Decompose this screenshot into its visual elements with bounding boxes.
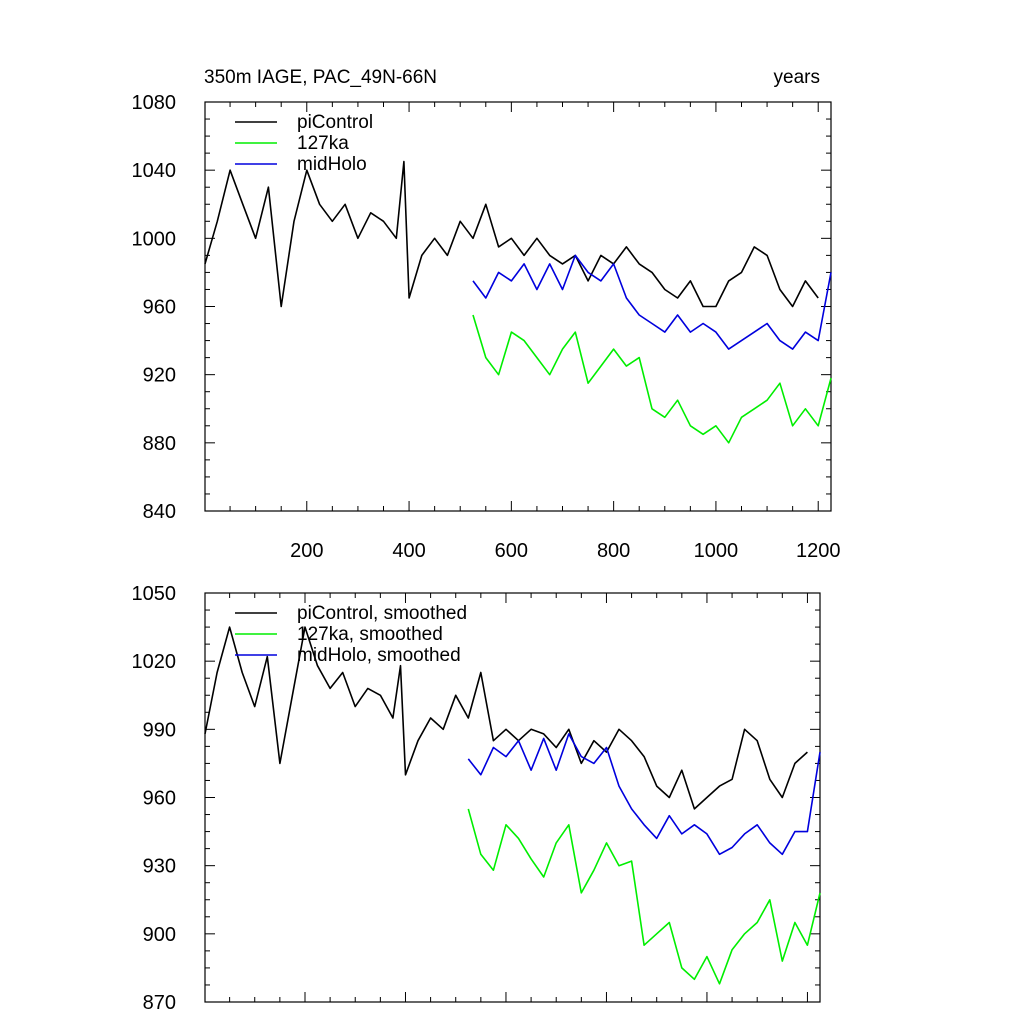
raw-xtick-label: 200 — [290, 540, 323, 562]
panel-smoothed: 870 900 930 960 990 1020 1050 piControl, smooth… — [132, 583, 821, 1014]
raw-ytick-label: 920 — [143, 365, 176, 387]
smoothed-ytick-label: 960 — [143, 788, 176, 810]
raw-ytick-label: 1080 — [132, 92, 177, 114]
raw-series-picontrol — [204, 160, 819, 308]
chart-title: 350m IAGE, PAC_49N-66N — [204, 67, 437, 88]
smoothed-legend-label-picontrol-smoothed: piControl, smoothed — [297, 603, 467, 624]
smoothed-ytick-label: 870 — [143, 992, 176, 1014]
smoothed-series-127ka-smoothed — [467, 808, 821, 985]
raw-xtick-label: 800 — [597, 540, 630, 562]
raw-ytick-label: 1000 — [132, 228, 177, 250]
raw-legend-label-midholo: midHolo — [297, 154, 367, 175]
raw-ytick-label: 1040 — [132, 160, 177, 182]
smoothed-ytick-label: 930 — [143, 856, 176, 878]
smoothed-series-midholo-smoothed — [467, 733, 821, 856]
smoothed-legend-label-midholo-smoothed: midHolo, smoothed — [297, 645, 461, 666]
raw-series-127ka — [472, 314, 832, 444]
raw-ytick-label: 960 — [143, 297, 176, 319]
smoothed-ytick-label: 1020 — [132, 651, 177, 673]
smoothed-ytick-label: 990 — [143, 719, 176, 741]
smoothed-legend-label-127ka-smoothed: 127ka, smoothed — [297, 624, 443, 645]
smoothed-ytick-label: 1050 — [132, 583, 177, 605]
smoothed-series-picontrol-smoothed — [204, 626, 808, 810]
raw-xtick-label: 1000 — [694, 540, 739, 562]
raw-ytick-label: 840 — [143, 501, 176, 523]
chart-units-label: years — [774, 67, 820, 88]
raw-xtick-label: 400 — [392, 540, 425, 562]
panel-raw: 840 880 920 960 1000 1040 1080 200 400 600 800 1000… — [132, 92, 841, 562]
smoothed-ytick-label: 900 — [143, 924, 176, 946]
raw-xtick-label: 600 — [495, 540, 528, 562]
raw-legend-label-127ka: 127ka — [297, 133, 349, 154]
raw-series-midholo — [472, 254, 832, 350]
raw-ytick-label: 880 — [143, 433, 176, 455]
raw-legend-label-picontrol: piControl — [297, 112, 373, 133]
raw-xtick-label: 1200 — [796, 540, 841, 562]
